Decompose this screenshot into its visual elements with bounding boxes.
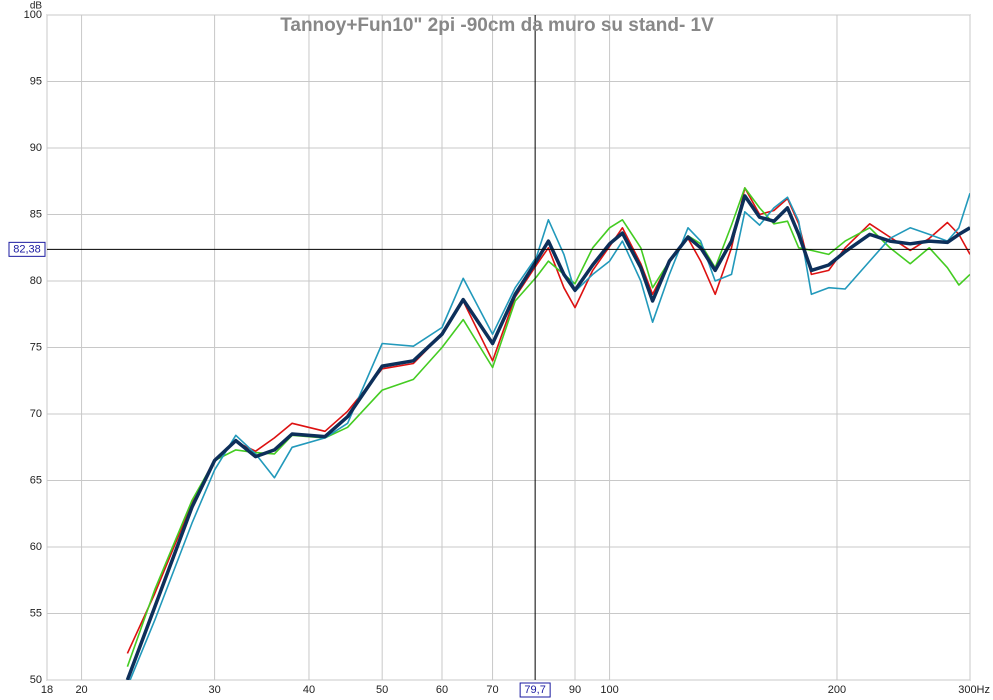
y-tick-label: 95 xyxy=(30,75,42,87)
x-tick-label: 200 xyxy=(828,684,846,696)
x-tick-label: 50 xyxy=(376,684,388,696)
x-tick-label: 18 xyxy=(41,684,53,696)
x-tick-label: 30 xyxy=(208,684,220,696)
y-tick-label: 70 xyxy=(30,408,42,420)
x-tick-label: 90 xyxy=(569,684,581,696)
x-tick-label: 20 xyxy=(75,684,87,696)
y-tick-label: 60 xyxy=(30,541,42,553)
cursor-y-box xyxy=(8,241,46,257)
cursor-y-label: 82,38 xyxy=(13,243,41,255)
x-tick-label: 60 xyxy=(436,684,448,696)
y-tick-label: 75 xyxy=(30,341,42,353)
y-tick-label: 50 xyxy=(30,674,42,686)
y-tick-label: 80 xyxy=(30,275,42,287)
y-tick-label: 90 xyxy=(30,142,42,154)
y-tick-label: 55 xyxy=(30,607,42,619)
chart-title: Tannoy+Fun10" 2pi -90cm da muro su stand… xyxy=(280,15,714,36)
cursor-x-box xyxy=(519,682,551,698)
x-tick-label: 40 xyxy=(303,684,315,696)
y-tick-label: 85 xyxy=(30,208,42,220)
frequency-curve xyxy=(125,194,970,680)
cursor-x-label: 79,7 xyxy=(524,684,545,696)
x-tick-label: 300Hz xyxy=(958,684,990,696)
y-tick-label: 65 xyxy=(30,474,42,486)
frequency-curve xyxy=(129,192,970,680)
y-tick-label: 100 xyxy=(24,9,42,21)
y-unit: dB xyxy=(30,1,43,12)
x-tick-label: 100 xyxy=(600,684,618,696)
x-tick-label: 70 xyxy=(486,684,498,696)
